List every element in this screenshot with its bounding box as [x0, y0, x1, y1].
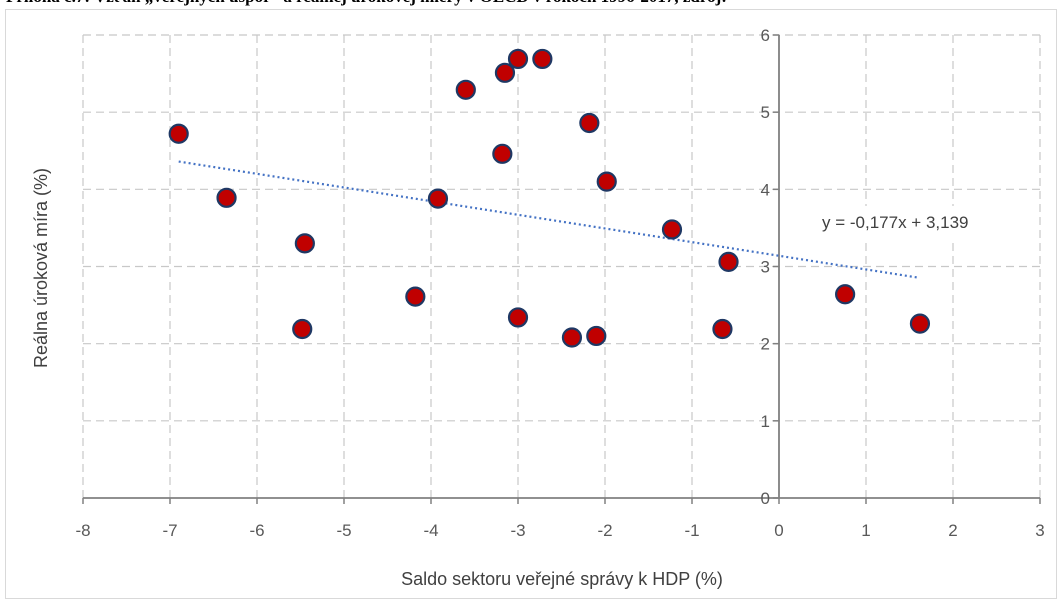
data-point	[579, 112, 600, 134]
y-tick-label: 3	[761, 258, 770, 277]
x-tick-label: 0	[774, 521, 783, 540]
data-point	[507, 307, 529, 328]
data-point	[909, 313, 931, 334]
data-point	[661, 219, 683, 240]
x-tick-label: -5	[336, 521, 351, 540]
data-point	[216, 187, 237, 208]
y-tick-label: 2	[761, 335, 770, 354]
data-point	[586, 325, 607, 347]
data-point	[427, 188, 449, 209]
x-tick-label: -1	[684, 521, 699, 540]
x-tick-label: 2	[948, 521, 957, 540]
y-tick-label: 6	[761, 26, 770, 45]
data-point	[494, 62, 516, 83]
x-tick-label: -3	[510, 521, 525, 540]
data-point	[532, 48, 553, 70]
data-point	[596, 171, 617, 192]
trendline	[178, 160, 919, 279]
x-tick-labels: -8 -7 -6 -5 -4 -3 -2 -1 0 1 2 3	[75, 521, 1044, 540]
data-point	[492, 143, 513, 164]
data-point	[507, 48, 529, 70]
data-point	[294, 233, 315, 254]
gridlines	[82, 34, 1041, 498]
x-tick-label: -7	[162, 521, 177, 540]
data-point	[455, 79, 476, 100]
y-tick-label: 5	[761, 103, 770, 122]
figure-caption: Príloha č.7: Vzťah „verejných úspor“ a r…	[6, 0, 1061, 9]
data-point	[405, 286, 426, 307]
data-point	[292, 318, 313, 340]
chart-frame	[5, 9, 1057, 599]
x-tick-label: -2	[597, 521, 612, 540]
x-tick-label: -8	[75, 521, 90, 540]
data-point	[168, 123, 189, 144]
data-point	[712, 318, 733, 340]
x-tick-label: 3	[1035, 521, 1044, 540]
data-point	[835, 284, 856, 305]
x-tick-label: 1	[861, 521, 870, 540]
y-axis-title: Reálna úroková míra (%)	[31, 168, 51, 368]
data-points	[168, 48, 931, 348]
x-tick-label: -6	[249, 521, 264, 540]
x-axis-title: Saldo sektoru veřejné správy k HDP (%)	[401, 569, 723, 589]
x-tick-label: -4	[423, 521, 438, 540]
equation-box	[812, 206, 1020, 238]
axes	[82, 34, 1041, 504]
y-tick-label: 4	[761, 180, 770, 199]
y-tick-label: 1	[761, 412, 770, 431]
y-tick-labels: 0 1 2 3 4 5 6	[761, 26, 770, 508]
data-point	[561, 327, 583, 348]
data-point	[718, 251, 739, 272]
y-tick-label: 0	[761, 489, 770, 508]
trendline-group	[178, 160, 919, 279]
trendline-equation: y = -0,177x + 3,139	[822, 213, 969, 232]
